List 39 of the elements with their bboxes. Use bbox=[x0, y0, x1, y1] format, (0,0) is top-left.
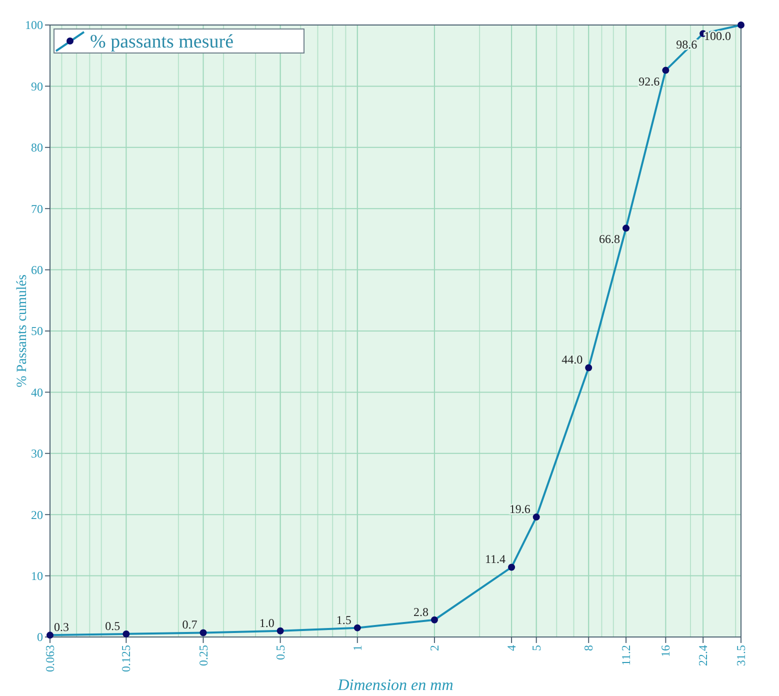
x-tick-label: 0.125 bbox=[119, 645, 134, 672]
x-tick-label: 0.25 bbox=[196, 645, 210, 666]
y-tick-label: 30 bbox=[31, 446, 43, 461]
x-tick-label: 2 bbox=[427, 645, 442, 651]
data-label: 0.3 bbox=[54, 620, 69, 634]
y-tick-label: 10 bbox=[31, 569, 43, 583]
x-tick-label: 31.5 bbox=[734, 645, 748, 666]
x-tick-label: 0.5 bbox=[273, 645, 288, 660]
y-tick-label: 80 bbox=[31, 140, 43, 155]
data-label: 1.0 bbox=[259, 616, 274, 630]
y-tick-label: 0 bbox=[37, 630, 43, 644]
y-tick-label: 20 bbox=[31, 508, 43, 522]
data-label: 66.8 bbox=[599, 232, 620, 246]
data-label: 44.0 bbox=[562, 352, 583, 367]
data-label: 100.0 bbox=[704, 29, 731, 43]
data-label: 19.6 bbox=[509, 502, 530, 516]
y-axis-title: % Passants cumulés bbox=[15, 274, 30, 388]
x-axis-title: Dimension en mm bbox=[336, 677, 454, 694]
x-tick-label: 22.4 bbox=[696, 645, 710, 666]
data-label: 0.7 bbox=[182, 618, 198, 632]
data-label: 92.6 bbox=[638, 74, 660, 88]
data-label: 11.4 bbox=[484, 552, 506, 566]
data-label: 2.8 bbox=[413, 604, 428, 619]
legend-label: % passants mesuré bbox=[90, 32, 234, 53]
x-tick-label: 8 bbox=[582, 645, 596, 651]
x-tick-label: 4 bbox=[504, 645, 519, 651]
y-tick-label: 40 bbox=[31, 385, 43, 400]
x-tick-label: 1 bbox=[350, 645, 364, 651]
y-tick-label: 50 bbox=[31, 324, 43, 338]
y-tick-label: 60 bbox=[31, 263, 43, 277]
x-tick-label: 16 bbox=[658, 645, 673, 657]
y-tick-label: 90 bbox=[31, 79, 43, 94]
y-tick-label: 100 bbox=[25, 18, 43, 32]
data-label: 1.5 bbox=[336, 612, 352, 627]
x-tick-label: 11.2 bbox=[619, 645, 634, 666]
y-tick-label: 70 bbox=[31, 202, 43, 216]
x-tick-label: 5 bbox=[529, 645, 544, 651]
x-tick-label: 0.063 bbox=[43, 645, 57, 672]
data-label: 0.5 bbox=[105, 618, 120, 633]
